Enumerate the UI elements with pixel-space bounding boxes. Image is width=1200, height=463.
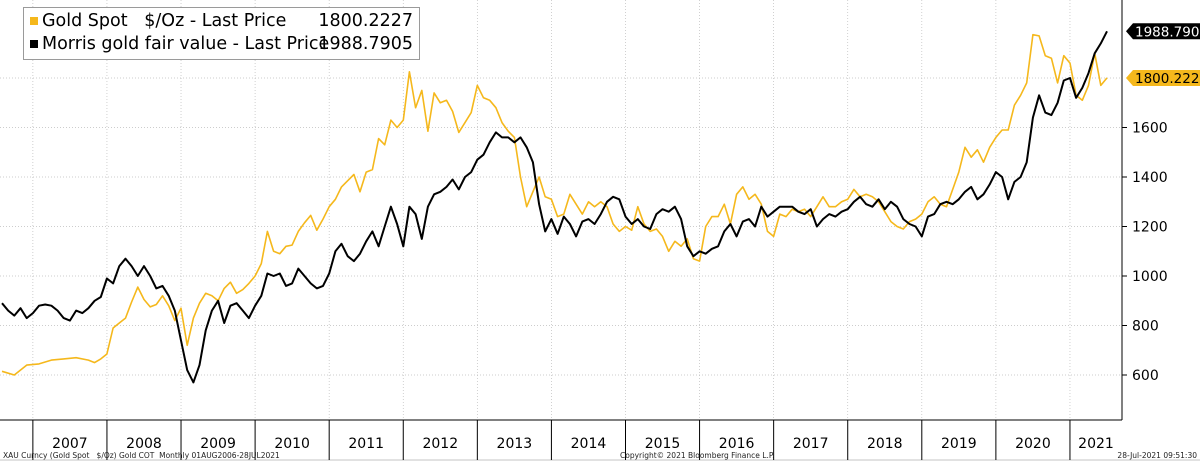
gold-spot-line: [1, 33, 1108, 376]
x-tick-label: 2014: [571, 436, 607, 452]
legend-item-gold-spot: Gold Spot $/Oz - Last Price 1800.2227: [30, 10, 413, 32]
x-tick-label: 2012: [422, 436, 458, 452]
x-axis: 2007 2008 2009 2010 2011 2012 2013 2014 2015 2016…: [0, 419, 1200, 461]
footer-source: XAU Curncy (Gold Spot $/Oz) Gold COT Mon…: [3, 451, 280, 460]
x-tick-label: 2021: [1078, 436, 1114, 452]
x-tick-label: 2016: [719, 436, 755, 452]
gold-spot-tag-box: [1126, 69, 1200, 86]
legend-label-gold-spot: Gold Spot $/Oz - Last Price: [42, 11, 287, 31]
legend: Gold Spot $/Oz - Last Price 1800.2227 Mo…: [23, 7, 420, 60]
x-tick-label: 2008: [126, 436, 162, 452]
x-tick-label: 2009: [200, 436, 236, 452]
y-tick-label: 1200: [1132, 220, 1168, 236]
legend-swatch-black: [30, 40, 38, 48]
legend-value-morris-fair-value: 1988.7905: [318, 34, 413, 54]
y-tick-label: 800: [1132, 319, 1159, 335]
morris-fair-value-line: [1, 30, 1108, 384]
legend-swatch-gold: [30, 17, 38, 25]
y-tick-label: 600: [1132, 368, 1159, 384]
y-tick-label: 1000: [1132, 269, 1168, 285]
footer-timestamp: 28-Jul-2021 09:51:30: [1117, 451, 1197, 460]
legend-label-morris-fair-value: Morris gold fair value - Last Price: [42, 34, 330, 54]
x-tick-label: 2007: [52, 436, 88, 452]
x-tick-label: 2019: [941, 436, 977, 452]
morris-fair-value-tag-box: [1126, 23, 1200, 40]
y-tick-label: 1400: [1132, 170, 1168, 186]
morris-fair-value-tag-label: 1988.7905: [1135, 24, 1200, 40]
y-tick-label: 1600: [1132, 121, 1168, 137]
x-tick-label: 2015: [645, 436, 681, 452]
gridlines: [0, 0, 1123, 420]
gold-spot-tag-label: 1800.2227: [1135, 71, 1200, 87]
x-tick-label: 2010: [274, 436, 310, 452]
x-tick-label: 2018: [867, 436, 903, 452]
x-tick-label: 2017: [793, 436, 829, 452]
x-tick-label: 2011: [348, 436, 384, 452]
y-axis: 600 800 1000 1200 1400 1600: [1122, 121, 1168, 384]
legend-value-gold-spot: 1800.2227: [318, 11, 413, 31]
x-tick-label: 2020: [1015, 436, 1051, 452]
footer-copyright: Copyright© 2021 Bloomberg Finance L.P.: [620, 451, 775, 460]
legend-item-morris-fair-value: Morris gold fair value - Last Price 1988…: [30, 33, 413, 55]
series-lines: [1, 30, 1108, 384]
x-tick-label: 2013: [497, 436, 533, 452]
last-value-tags: 1800.2227 1988.7905: [1126, 23, 1200, 87]
